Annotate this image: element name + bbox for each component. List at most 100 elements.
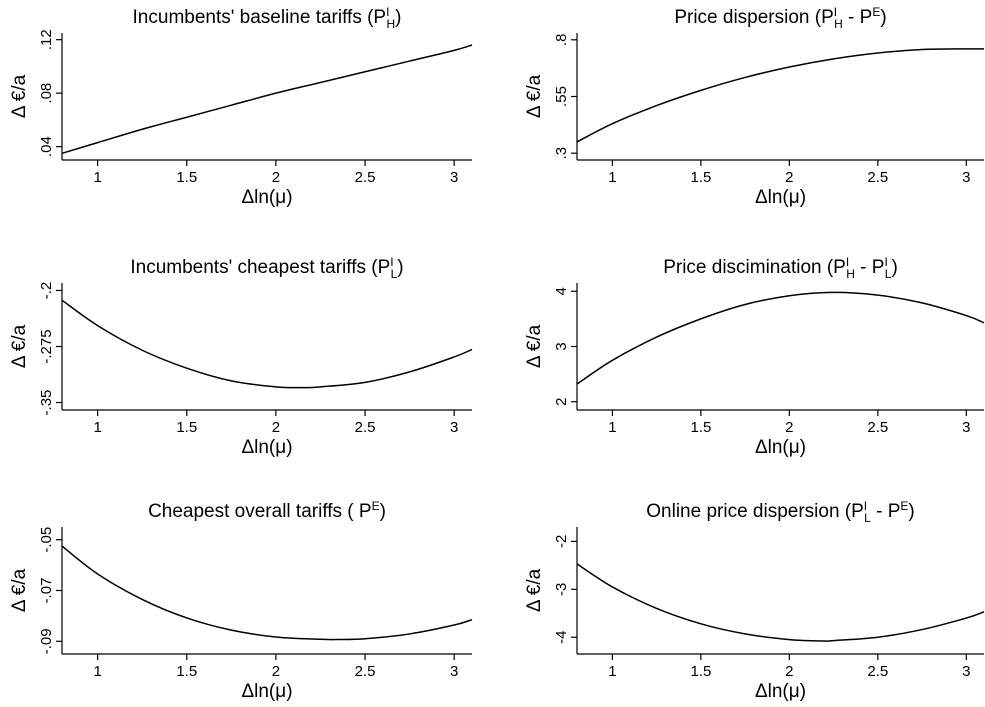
x-tick-label: 2 — [785, 663, 793, 680]
chart-title-title-sub: H — [846, 267, 855, 281]
chart-title-title-end: ) — [380, 501, 386, 522]
y-tick-label: -.35 — [38, 390, 55, 416]
series-line-1 — [62, 45, 472, 153]
series-line-1 — [577, 49, 984, 142]
chart-title: Cheapest overall tariffs ( PE) — [148, 499, 386, 522]
x-axis-label: Δln(μ) — [241, 681, 292, 702]
chart-title-title-sup2: E — [900, 499, 908, 513]
x-tick-label: 1 — [93, 419, 101, 436]
x-axis-label: Δln(μ) — [241, 437, 292, 458]
y-tick-label: 3 — [553, 342, 570, 350]
chart-title: Price discimination (PI H - PI L) — [663, 255, 898, 281]
series-line-1 — [62, 300, 472, 387]
x-tick-label: 2 — [272, 169, 280, 186]
x-tick-label: 1 — [608, 663, 616, 680]
x-axis-label: Δln(μ) — [755, 187, 806, 208]
y-tick-label: 4 — [553, 287, 570, 295]
chart-title-title-end: - P — [843, 7, 873, 28]
chart-title-title-end2: ) — [891, 257, 897, 278]
chart-title-title-end: - P — [855, 257, 885, 278]
y-tick-label: -.05 — [38, 527, 55, 553]
y-tick-label: .3 — [553, 147, 570, 160]
chart-title-title-sub: H — [386, 17, 395, 31]
x-tick-label: 1.5 — [690, 663, 711, 680]
x-tick-label: 1.5 — [176, 663, 197, 680]
y-tick-label: -2 — [553, 535, 570, 548]
series-line-1 — [62, 546, 472, 640]
x-tick-label: 2.5 — [867, 663, 888, 680]
y-tick-label: .08 — [38, 83, 55, 104]
y-tick-label: .04 — [38, 136, 55, 157]
x-tick-label: 2.5 — [355, 169, 376, 186]
x-axis-label: Δln(μ) — [241, 187, 292, 208]
x-tick-label: 3 — [962, 663, 970, 680]
y-tick-label: .12 — [38, 29, 55, 50]
y-tick-label: -.275 — [38, 329, 55, 363]
chart-title-title-main: Incumbents' cheapest tariffs (P — [130, 257, 390, 278]
chart-panel-1: 1 1.5 2 2.5 3 .04 .08 .12 Incumbents' baseline t… — [9, 5, 472, 208]
y-tick-label: -.09 — [38, 628, 55, 654]
series-line-1 — [577, 292, 984, 384]
x-tick-label: 2 — [785, 169, 793, 186]
chart-title-title-main: Price dispersion (P — [674, 7, 833, 28]
x-tick-label: 3 — [450, 419, 458, 436]
x-tick-label: 2 — [272, 419, 280, 436]
x-tick-label: 1 — [608, 419, 616, 436]
chart-title: Incumbents' baseline tariffs (PI H) — [133, 5, 402, 31]
y-tick-label: -3 — [553, 583, 570, 596]
chart-title-title-main: Incumbents' baseline tariffs (P — [133, 7, 387, 28]
x-tick-label: 1.5 — [690, 419, 711, 436]
x-tick-label: 1.5 — [176, 419, 197, 436]
chart-title-title-sup: E — [372, 499, 380, 513]
x-tick-label: 1 — [608, 169, 616, 186]
chart-title-title-sup2: E — [872, 5, 880, 19]
x-axis-label: Δln(μ) — [755, 437, 806, 458]
x-tick-label: 2 — [272, 663, 280, 680]
chart-panel-5: 1 1.5 2 2.5 3 -.09 -.07 -.05 Cheapest overall ta… — [9, 499, 472, 702]
x-tick-label: 2.5 — [355, 663, 376, 680]
chart-panel-2: 1 1.5 2 2.5 3 .3 .55 .8 Price dispersion (PI H - … — [524, 5, 984, 208]
chart-title-title-end: - P — [871, 501, 901, 522]
y-tick-label: -.2 — [38, 282, 55, 300]
chart-panel-4: 1 1.5 2 2.5 3 2 3 4 Price discimination (PI H - P… — [524, 255, 984, 458]
y-axis-label: Δ €/a — [9, 568, 30, 612]
chart-title: Incumbents' cheapest tariffs (PI L) — [130, 255, 403, 281]
x-tick-label: 2 — [785, 419, 793, 436]
chart-title-title-end2: ) — [880, 7, 886, 28]
y-axis-label: Δ €/a — [9, 74, 30, 118]
x-tick-label: 3 — [962, 419, 970, 436]
y-tick-label: 2 — [553, 398, 570, 406]
y-tick-label: -4 — [553, 631, 570, 644]
y-axis-label: Δ €/a — [524, 324, 545, 368]
chart-title-title-end: ) — [395, 7, 401, 28]
chart-title: Price dispersion (PI H - PE) — [674, 5, 886, 31]
y-axis-label: Δ €/a — [9, 324, 30, 368]
x-axis-label: Δln(μ) — [755, 681, 806, 702]
series-line-1 — [577, 564, 984, 641]
x-tick-label: 3 — [962, 169, 970, 186]
chart-title-title-sub: H — [834, 17, 843, 31]
chart-title-title-main: Online price dispersion (P — [646, 501, 864, 522]
chart-title-title-end: ) — [397, 257, 403, 278]
x-tick-label: 1 — [93, 663, 101, 680]
chart-title-title-end2: ) — [908, 501, 914, 522]
chart-title-title-main: Price discimination (P — [663, 257, 846, 278]
chart-panel-6: 1 1.5 2 2.5 3 -4 -3 -2 Online price dispersion (… — [524, 499, 984, 702]
x-tick-label: 1.5 — [176, 169, 197, 186]
chart-title-title-main: Cheapest overall tariffs ( P — [148, 501, 372, 522]
x-tick-label: 3 — [450, 169, 458, 186]
x-tick-label: 2.5 — [355, 419, 376, 436]
chart-panel-3: 1 1.5 2 2.5 3 -.35 -.275 -.2 Incumbents' cheapes… — [9, 255, 472, 458]
x-tick-label: 2.5 — [867, 419, 888, 436]
y-tick-label: .55 — [553, 86, 570, 107]
y-tick-label: -.07 — [38, 578, 55, 604]
x-tick-label: 3 — [450, 663, 458, 680]
chart-title: Online price dispersion (PI L - PE) — [646, 499, 914, 525]
x-tick-label: 1 — [93, 169, 101, 186]
x-tick-label: 1.5 — [690, 169, 711, 186]
x-tick-label: 2.5 — [867, 169, 888, 186]
y-axis-label: Δ €/a — [524, 568, 545, 612]
y-axis-label: Δ €/a — [524, 74, 545, 118]
y-tick-label: .8 — [553, 34, 570, 47]
